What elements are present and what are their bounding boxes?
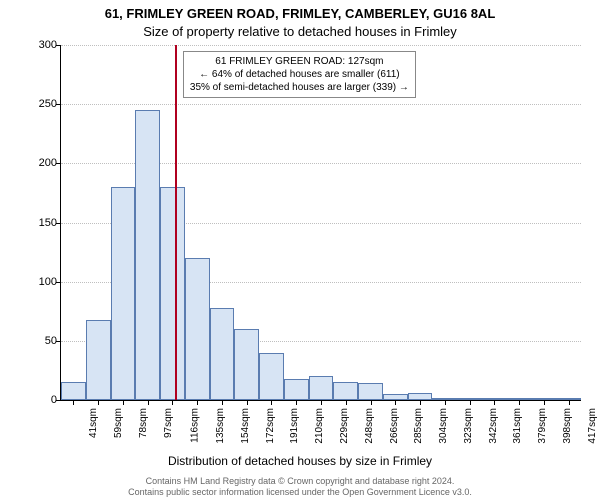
histogram-bar <box>284 379 309 400</box>
x-tick-label: 304sqm <box>438 408 449 444</box>
footer-line2: Contains public sector information licen… <box>0 487 600 498</box>
x-tick-mark <box>296 400 297 405</box>
x-tick-label: 97sqm <box>163 408 174 438</box>
histogram-bar <box>111 187 136 400</box>
x-tick-label: 248sqm <box>364 408 375 444</box>
x-tick-label: 323sqm <box>463 408 474 444</box>
x-tick-label: 172sqm <box>264 408 275 444</box>
y-tick-label: 250 <box>17 98 57 110</box>
histogram-bar <box>234 329 259 400</box>
x-tick-mark <box>222 400 223 405</box>
x-tick-label: 398sqm <box>562 408 573 444</box>
chart-title-line2: Size of property relative to detached ho… <box>0 24 600 39</box>
x-tick-label: 135sqm <box>215 408 226 444</box>
histogram-bar <box>333 382 358 400</box>
x-tick-label: 361sqm <box>512 408 523 444</box>
x-tick-label: 229sqm <box>339 408 350 444</box>
y-tick-label: 150 <box>17 217 57 229</box>
histogram-bar <box>61 382 86 400</box>
histogram-bar <box>135 110 160 400</box>
x-tick-mark <box>346 400 347 405</box>
x-tick-label: 210sqm <box>314 408 325 444</box>
x-tick-mark <box>123 400 124 405</box>
histogram-bar <box>408 393 433 400</box>
plot-area: 05010015020025030041sqm59sqm78sqm97sqm11… <box>60 45 581 401</box>
x-tick-label: 342sqm <box>487 408 498 444</box>
histogram-bar <box>86 320 111 400</box>
x-axis-label: Distribution of detached houses by size … <box>0 454 600 468</box>
x-tick-mark <box>544 400 545 405</box>
gridline <box>61 104 581 105</box>
histogram-bar <box>160 187 185 400</box>
y-tick-label: 300 <box>17 39 57 51</box>
x-tick-label: 41sqm <box>88 408 99 438</box>
x-tick-mark <box>395 400 396 405</box>
y-tick-label: 100 <box>17 276 57 288</box>
x-tick-mark <box>98 400 99 405</box>
x-tick-mark <box>445 400 446 405</box>
gridline <box>61 45 581 46</box>
x-tick-mark <box>420 400 421 405</box>
x-tick-label: 116sqm <box>190 408 201 443</box>
x-tick-label: 59sqm <box>113 408 124 438</box>
footer-attribution: Contains HM Land Registry data © Crown c… <box>0 476 600 498</box>
y-tick-label: 0 <box>17 394 57 406</box>
x-tick-mark <box>172 400 173 405</box>
x-tick-mark <box>197 400 198 405</box>
reference-line <box>175 45 177 400</box>
footer-line1: Contains HM Land Registry data © Crown c… <box>0 476 600 487</box>
histogram-bar <box>259 353 284 400</box>
x-tick-label: 154sqm <box>240 408 251 444</box>
y-tick-label: 50 <box>17 335 57 347</box>
x-tick-mark <box>519 400 520 405</box>
x-tick-label: 191sqm <box>289 408 300 444</box>
x-tick-mark <box>148 400 149 405</box>
x-tick-label: 417sqm <box>586 408 597 444</box>
x-tick-mark <box>73 400 74 405</box>
callout-line: 35% of semi-detached houses are larger (… <box>190 81 409 94</box>
callout-line: ← 64% of detached houses are smaller (61… <box>190 68 409 81</box>
chart-title-line1: 61, FRIMLEY GREEN ROAD, FRIMLEY, CAMBERL… <box>0 6 600 21</box>
x-tick-mark <box>247 400 248 405</box>
x-tick-label: 266sqm <box>388 408 399 444</box>
x-tick-label: 78sqm <box>138 408 149 438</box>
y-tick-label: 200 <box>17 157 57 169</box>
x-tick-mark <box>470 400 471 405</box>
histogram-bar <box>309 376 334 400</box>
callout-line: 61 FRIMLEY GREEN ROAD: 127sqm <box>190 55 409 68</box>
callout-box: 61 FRIMLEY GREEN ROAD: 127sqm← 64% of de… <box>183 51 416 98</box>
x-tick-mark <box>494 400 495 405</box>
x-tick-mark <box>371 400 372 405</box>
x-tick-mark <box>271 400 272 405</box>
x-tick-label: 379sqm <box>537 408 548 444</box>
histogram-bar <box>185 258 210 400</box>
x-tick-label: 285sqm <box>413 408 424 444</box>
chart-container: 61, FRIMLEY GREEN ROAD, FRIMLEY, CAMBERL… <box>0 0 600 500</box>
histogram-bar <box>210 308 235 400</box>
x-tick-mark <box>321 400 322 405</box>
x-tick-mark <box>569 400 570 405</box>
histogram-bar <box>358 383 383 400</box>
